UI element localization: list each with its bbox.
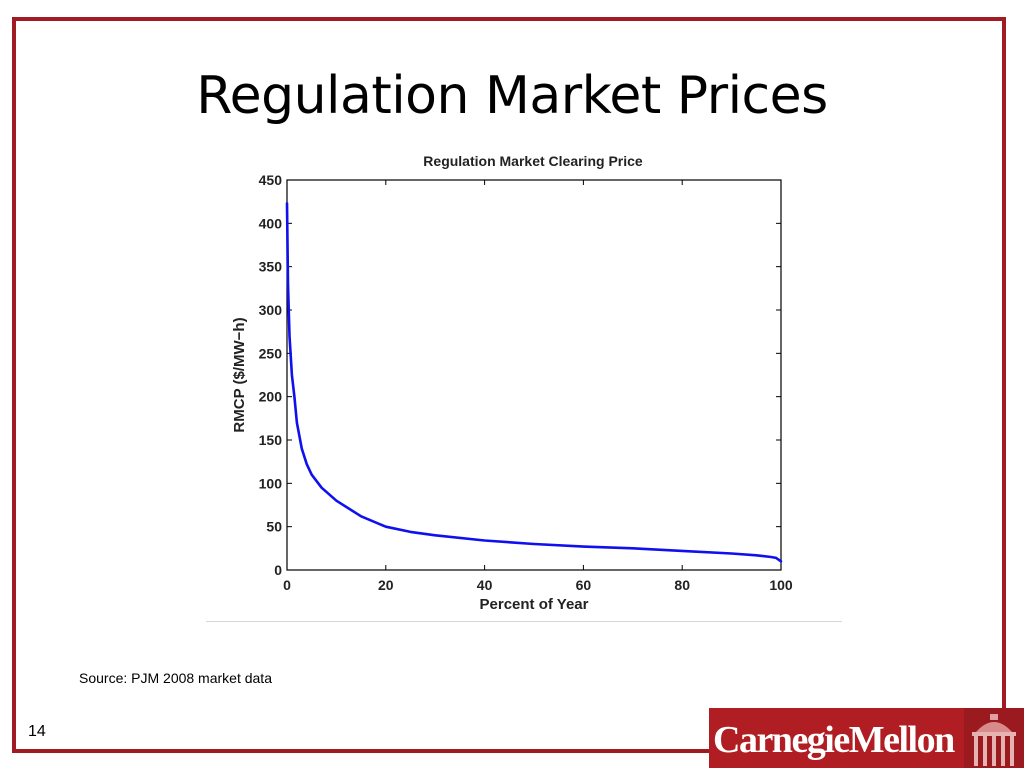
y-tick-label: 250 — [259, 345, 283, 361]
x-tick-label: 20 — [378, 577, 394, 593]
logo-text: CarnegieMellon — [713, 719, 955, 761]
y-tick-label: 150 — [259, 432, 283, 448]
slide-title: Regulation Market Prices — [196, 66, 828, 126]
y-tick-label: 200 — [259, 389, 283, 405]
carnegie-mellon-logo: CarnegieMellon — [709, 708, 1024, 768]
x-tick-label: 40 — [477, 577, 493, 593]
y-tick-label: 300 — [259, 302, 283, 318]
y-tick-label: 350 — [259, 259, 283, 275]
page-number: 14 — [28, 723, 46, 740]
y-tick-label: 450 — [259, 172, 283, 188]
x-axis-label: Percent of Year — [480, 596, 589, 613]
axis-ticks: 0 20 40 60 80 100 0 50 100 150 200 250 300 350 400 450 — [259, 172, 793, 593]
chart-underline — [206, 621, 842, 622]
x-tick-label: 0 — [283, 577, 291, 593]
x-tick-label: 60 — [576, 577, 592, 593]
x-tick-label: 80 — [674, 577, 690, 593]
y-tick-label: 50 — [266, 519, 282, 535]
series-line — [285, 202, 783, 563]
y-tick-label: 0 — [274, 562, 282, 578]
y-tick-label: 100 — [259, 475, 283, 491]
chart-background — [206, 142, 842, 622]
source-note: Source: PJM 2008 market data — [79, 670, 272, 686]
chart-svg: Regulation Market Clearing Price 0 20 40 60… — [206, 142, 842, 622]
y-axis-label: RMCP ($/MW−h) — [231, 317, 248, 432]
y-tick-label: 400 — [259, 215, 283, 231]
slide-frame — [12, 17, 1006, 753]
chart-title: Regulation Market Clearing Price — [423, 153, 643, 169]
building-icon — [964, 708, 1024, 768]
chart: Regulation Market Clearing Price 0 20 40 60… — [206, 142, 842, 622]
plot-area-border — [286, 179, 782, 571]
x-tick-label: 100 — [769, 577, 793, 593]
